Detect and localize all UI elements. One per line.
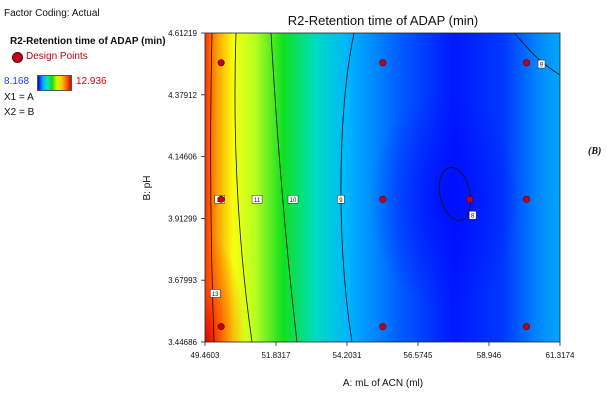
contour-label: 8 xyxy=(471,214,475,220)
panel-label: (B) xyxy=(588,146,602,157)
design-point xyxy=(217,59,225,67)
contour-label-box xyxy=(337,195,345,204)
range-low-value: 8.168 xyxy=(4,76,30,87)
contour-lines xyxy=(210,33,560,342)
design-point xyxy=(523,195,531,203)
x1-factor-label: X1 = A xyxy=(4,92,34,103)
y-tick-label: 4.37912 xyxy=(168,91,197,100)
design-point-legend-marker xyxy=(12,52,23,63)
y-tick-label: 4.14606 xyxy=(168,153,197,162)
contour-label-box xyxy=(537,59,546,69)
design-point xyxy=(466,195,474,203)
contour-label: 11 xyxy=(254,198,261,204)
x-tick-label: 51.8317 xyxy=(262,351,291,360)
design-point xyxy=(217,195,225,203)
y-axis-label: B: pH xyxy=(142,175,153,200)
y-tick-label: 3.67993 xyxy=(168,276,197,285)
plot-frame xyxy=(204,32,561,343)
y-tick-label: 4.61219 xyxy=(168,29,197,38)
contour-label-box xyxy=(468,210,477,220)
design-point xyxy=(523,59,531,67)
y-tick-label: 3.91299 xyxy=(168,214,197,223)
x-tick-label: 49.4603 xyxy=(191,351,220,360)
x-tick-label: 56.5745 xyxy=(404,351,433,360)
chart-title: R2-Retention time of ADAP (min) xyxy=(288,13,479,28)
high-response-region xyxy=(205,230,245,342)
contour-label-box xyxy=(287,195,299,204)
x-axis-label: A: mL of ACN (ml) xyxy=(343,378,423,389)
contour-line-11 xyxy=(234,33,253,342)
x2-factor-label: X2 = B xyxy=(4,107,35,118)
x-tick-label: 54.2031 xyxy=(333,351,362,360)
contour-label: 9 xyxy=(339,198,343,204)
design-points-legend-label: Design Points xyxy=(26,51,88,62)
y-tick-label: 3.44686 xyxy=(168,338,197,347)
design-point xyxy=(379,323,387,331)
design-point xyxy=(523,323,531,331)
design-points xyxy=(217,59,531,331)
design-point xyxy=(379,59,387,67)
design-point xyxy=(379,195,387,203)
x-tick-label: 58.946 xyxy=(477,351,502,360)
legend-panel: Factor Coding: Actual R2-Retention time … xyxy=(0,0,190,130)
factor-coding-label: Factor Coding: Actual xyxy=(4,8,100,19)
color-scale-bar xyxy=(37,75,72,91)
design-point xyxy=(217,323,225,331)
contour-line-9-right xyxy=(513,33,560,76)
contour-line-9-left xyxy=(340,33,355,342)
contour-line-8 xyxy=(438,167,472,221)
contour-label-box xyxy=(209,289,221,298)
low-response-region xyxy=(370,90,520,310)
contour-line-13 xyxy=(210,33,215,342)
contour-line-10 xyxy=(270,33,298,342)
range-high-value: 12.936 xyxy=(76,76,107,87)
contour-label: 10 xyxy=(290,198,297,204)
x-axis: 49.4603 51.8317 54.2031 56.5745 58.946 61.317… xyxy=(191,342,575,360)
x-tick-label: 61.3174 xyxy=(546,351,575,360)
contour-label-box xyxy=(251,195,263,204)
contour-label: 13 xyxy=(212,292,219,298)
response-name: R2-Retention time of ADAP (min) xyxy=(10,36,166,47)
contour-label: 9 xyxy=(540,63,544,69)
y-axis: 3.44686 3.67993 3.91299 4.14606 4.37912 4.612… xyxy=(168,29,205,347)
